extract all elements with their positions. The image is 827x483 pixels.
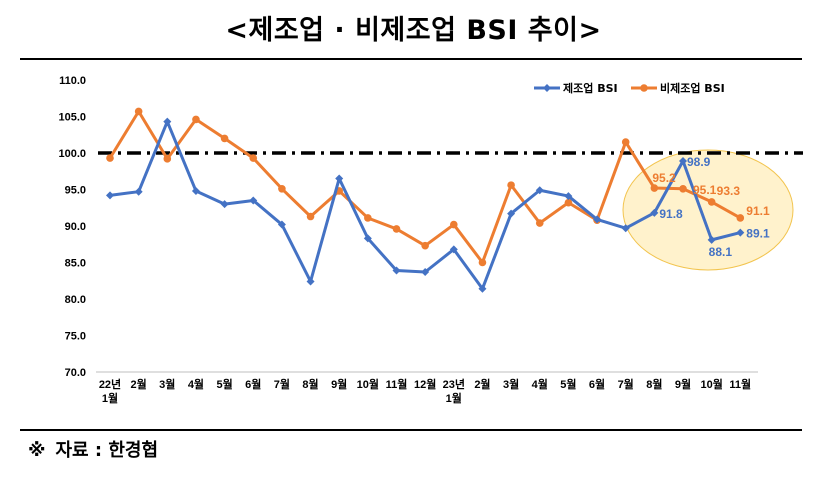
series-point bbox=[621, 138, 630, 146]
x-tick-label: 10월 bbox=[700, 377, 722, 391]
x-tick-label: 9월 bbox=[331, 377, 347, 391]
series-point bbox=[363, 234, 372, 243]
series-point bbox=[277, 220, 286, 229]
series-point bbox=[134, 187, 143, 196]
series-point bbox=[507, 181, 515, 189]
series-point bbox=[306, 277, 315, 286]
y-tick-label: 75.0 bbox=[65, 331, 86, 343]
series-point bbox=[220, 200, 229, 209]
series-point bbox=[736, 228, 745, 237]
series-point bbox=[478, 258, 487, 267]
series-point bbox=[134, 107, 143, 116]
y-tick-label: 110.0 bbox=[59, 75, 86, 87]
x-tick-label: 3월 bbox=[159, 377, 175, 391]
series-point bbox=[192, 115, 200, 124]
x-tick-label: 4월 bbox=[188, 377, 204, 391]
x-tick-label: 8월 bbox=[646, 377, 662, 391]
series-point bbox=[449, 245, 458, 254]
x-tick-label: 7월 bbox=[618, 377, 634, 391]
series-point bbox=[450, 220, 458, 229]
x-tick-label: 11월 bbox=[386, 377, 408, 391]
series-point bbox=[593, 215, 602, 224]
series-point bbox=[249, 196, 258, 205]
top-rule bbox=[20, 58, 802, 60]
y-tick-label: 105.0 bbox=[58, 112, 86, 124]
series-point bbox=[507, 209, 516, 218]
legend-swatch-marker bbox=[640, 84, 648, 92]
legend-label: 비제조업 BSI bbox=[660, 81, 725, 95]
data-label: 93.3 bbox=[717, 184, 741, 198]
data-label: 95.1 bbox=[693, 183, 717, 197]
x-tick-label: 12월 bbox=[414, 377, 436, 391]
series-point bbox=[535, 219, 544, 227]
x-tick-label: 2월 bbox=[474, 377, 490, 391]
data-label: 89.1 bbox=[746, 227, 770, 241]
data-label: 98.9 bbox=[687, 155, 711, 169]
series-point bbox=[736, 214, 745, 222]
y-tick-label: 90.0 bbox=[65, 221, 86, 233]
x-tick-label: 5월 bbox=[216, 377, 232, 391]
series-point bbox=[191, 186, 200, 195]
series-point bbox=[392, 266, 401, 275]
source-text: 자료 : 한경협 bbox=[55, 440, 159, 461]
x-tick-label: 4월 bbox=[532, 377, 548, 391]
series-point bbox=[679, 184, 687, 193]
x-tick-label: 10월 bbox=[357, 377, 379, 391]
x-tick-label: 7월 bbox=[274, 377, 290, 391]
x-tick-label: 3월 bbox=[503, 377, 519, 391]
series-point bbox=[364, 214, 372, 222]
x-tick-label: 9월 bbox=[675, 377, 691, 391]
series-point bbox=[650, 208, 659, 217]
series-point bbox=[707, 198, 716, 206]
legend-label: 제조업 BSI bbox=[563, 81, 618, 95]
source-note: ※ 자료 : 한경협 bbox=[28, 436, 158, 462]
series-point bbox=[249, 154, 258, 162]
series-point bbox=[106, 191, 114, 200]
highlight-ellipse bbox=[622, 149, 794, 271]
y-tick-label: 100.0 bbox=[58, 148, 86, 160]
y-tick-label: 95.0 bbox=[65, 185, 86, 197]
series-point bbox=[478, 284, 487, 293]
series-point bbox=[564, 192, 573, 201]
series-point bbox=[163, 155, 172, 163]
x-tick-label: 1월 bbox=[446, 391, 462, 405]
series-point bbox=[650, 184, 659, 192]
series-point bbox=[220, 134, 229, 143]
x-tick-label: 22년 bbox=[99, 377, 121, 391]
note-mark: ※ bbox=[28, 440, 46, 461]
series-point bbox=[707, 235, 716, 244]
bottom-rule bbox=[20, 429, 802, 431]
data-label: 95.2 bbox=[652, 171, 676, 185]
series-point bbox=[535, 186, 544, 195]
x-tick-label: 6월 bbox=[245, 377, 261, 391]
data-label: 88.1 bbox=[709, 245, 733, 259]
data-label: 91.1 bbox=[746, 204, 770, 218]
series-point bbox=[621, 224, 630, 233]
series-point bbox=[392, 225, 401, 233]
series-point bbox=[679, 157, 687, 166]
data-label: 91.8 bbox=[659, 207, 683, 221]
y-tick-label: 85.0 bbox=[65, 258, 86, 270]
series-point bbox=[421, 241, 429, 250]
series-point bbox=[564, 198, 573, 207]
y-tick-label: 80.0 bbox=[65, 294, 86, 306]
series-point bbox=[306, 212, 315, 221]
series-point bbox=[163, 117, 172, 126]
chart-title: <제조업 · 비제조업 BSI 추이> bbox=[225, 15, 602, 46]
x-tick-label: 5월 bbox=[560, 377, 576, 391]
x-tick-label: 11월 bbox=[729, 377, 751, 391]
series-point bbox=[335, 174, 344, 183]
x-tick-label: 2월 bbox=[131, 377, 147, 391]
x-tick-label: 6월 bbox=[589, 377, 605, 391]
x-tick-label: 1월 bbox=[102, 391, 118, 405]
x-tick-label: 8월 bbox=[302, 377, 318, 391]
legend-swatch-marker bbox=[543, 84, 551, 92]
series-point bbox=[278, 184, 286, 193]
series-point bbox=[106, 154, 114, 162]
y-tick-label: 70.0 bbox=[65, 367, 86, 379]
x-tick-label: 23년 bbox=[443, 377, 465, 391]
series-point bbox=[421, 267, 430, 276]
